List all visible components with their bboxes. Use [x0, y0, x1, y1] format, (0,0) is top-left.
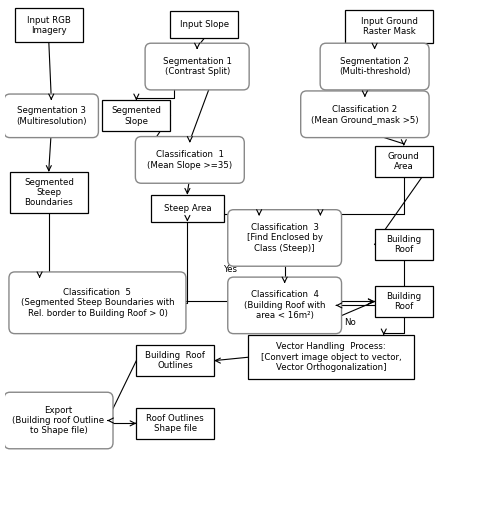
FancyBboxPatch shape: [4, 94, 98, 138]
Text: Yes: Yes: [224, 265, 238, 274]
FancyBboxPatch shape: [10, 172, 88, 213]
FancyBboxPatch shape: [374, 146, 433, 177]
Text: Input RGB
Imagery: Input RGB Imagery: [27, 16, 71, 35]
FancyBboxPatch shape: [102, 100, 170, 132]
FancyBboxPatch shape: [228, 210, 341, 266]
Text: Classification 2
(Mean Ground_mask >5): Classification 2 (Mean Ground_mask >5): [311, 105, 419, 124]
Text: Segmentation 2
(Multi-threshold): Segmentation 2 (Multi-threshold): [339, 57, 410, 76]
Text: Roof Outlines
Shape file: Roof Outlines Shape file: [147, 414, 204, 433]
FancyBboxPatch shape: [374, 229, 433, 260]
Text: Export
(Building roof Outline
to Shape file): Export (Building roof Outline to Shape f…: [12, 406, 105, 435]
FancyBboxPatch shape: [135, 137, 245, 183]
FancyBboxPatch shape: [4, 392, 113, 449]
Text: Segmentation 1
(Contrast Split): Segmentation 1 (Contrast Split): [163, 57, 232, 76]
FancyBboxPatch shape: [145, 43, 249, 90]
FancyBboxPatch shape: [9, 272, 186, 334]
Text: Classification  3
[Find Enclosed by
Class (Steep)]: Classification 3 [Find Enclosed by Class…: [246, 223, 323, 253]
Text: No: No: [344, 318, 356, 327]
Text: Segmentation 3
(Multiresolution): Segmentation 3 (Multiresolution): [16, 106, 87, 125]
Text: Segmented
Slope: Segmented Slope: [111, 106, 161, 125]
Text: Segmented
Steep
Boundaries: Segmented Steep Boundaries: [24, 178, 74, 207]
FancyBboxPatch shape: [374, 286, 433, 317]
Text: Classification  1
(Mean Slope >=35): Classification 1 (Mean Slope >=35): [147, 150, 232, 170]
FancyBboxPatch shape: [15, 8, 83, 42]
Text: Ground
Area: Ground Area: [388, 152, 420, 171]
FancyBboxPatch shape: [170, 11, 239, 38]
Text: Classification  5
(Segmented Steep Boundaries with
Rel. border to Building Roof : Classification 5 (Segmented Steep Bounda…: [21, 288, 174, 318]
Text: Building
Roof: Building Roof: [386, 292, 421, 311]
Text: Vector Handling  Process:
[Convert image object to vector,
Vector Orthogonalizat: Vector Handling Process: [Convert image …: [261, 342, 401, 372]
Text: Input Ground
Raster Mask: Input Ground Raster Mask: [361, 17, 418, 36]
Text: Building  Roof
Outlines: Building Roof Outlines: [145, 351, 205, 370]
FancyBboxPatch shape: [136, 345, 214, 376]
FancyBboxPatch shape: [320, 43, 429, 90]
FancyBboxPatch shape: [301, 91, 429, 138]
FancyBboxPatch shape: [151, 194, 224, 222]
FancyBboxPatch shape: [136, 408, 214, 439]
Text: Steep Area: Steep Area: [163, 204, 211, 213]
Text: Classification  4
(Building Roof with
area < 16m²): Classification 4 (Building Roof with are…: [244, 291, 325, 320]
FancyBboxPatch shape: [228, 277, 341, 334]
Text: Input Slope: Input Slope: [180, 20, 229, 29]
Text: Building
Roof: Building Roof: [386, 235, 421, 254]
FancyBboxPatch shape: [248, 335, 413, 379]
FancyBboxPatch shape: [345, 9, 433, 43]
